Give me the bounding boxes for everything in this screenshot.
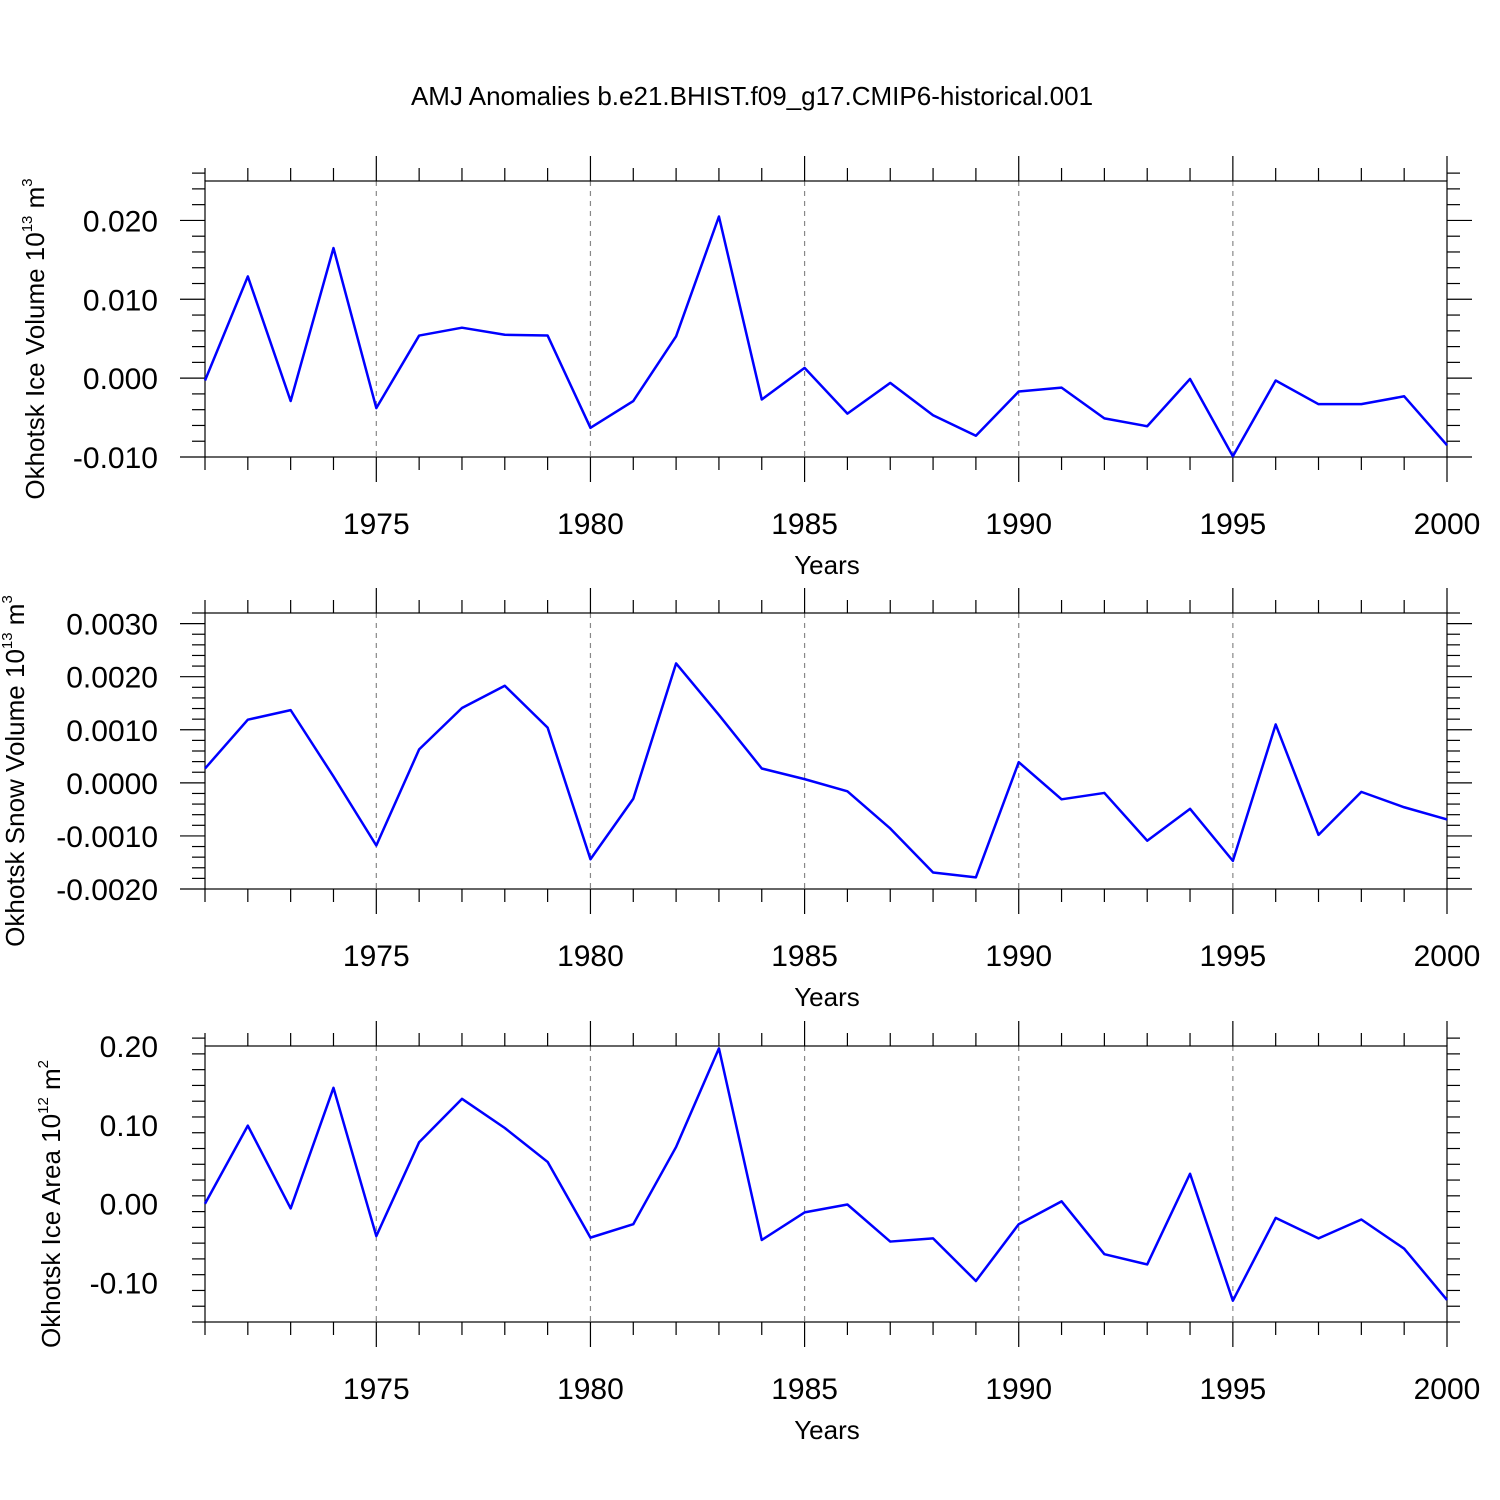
panel-1: -0.010 0.000 0.010 0.020 1975 1980 1985 1990 199… (19, 156, 1480, 580)
series-line (204, 662, 1448, 879)
y-tick-label: 0.00 (100, 1189, 158, 1222)
y-tick-label: 0.10 (100, 1110, 158, 1143)
panel-2: -0.0020 -0.0010 0.0000 0.0010 0.0020 0.0030 19… (0, 588, 1480, 1012)
panels: -0.010 0.000 0.010 0.020 1975 1980 1985 1990 199… (0, 156, 1480, 1445)
x-tick-label: 1980 (557, 940, 624, 973)
plot-frame (204, 180, 1448, 458)
series-line (203, 1047, 1448, 1302)
plot-frame (204, 1045, 1448, 1323)
y-axis-title: Okhotsk Ice Volume 1013 m3 (19, 178, 50, 499)
x-tick-label: 1995 (1199, 940, 1266, 973)
x-tick-label: 1985 (771, 940, 838, 973)
x-tick-label: 1990 (985, 1373, 1052, 1406)
x-tick-label: 1975 (343, 1373, 410, 1406)
y-tick-label: -0.0010 (56, 821, 158, 854)
y-tick-label: 0.010 (83, 284, 158, 317)
x-axis-title: Years (794, 1415, 860, 1445)
x-tick-label: 2000 (1414, 940, 1481, 973)
x-tick-label: 1985 (771, 1373, 838, 1406)
x-tick-label: 1995 (1199, 1373, 1266, 1406)
y-tick-label: 0.20 (100, 1031, 158, 1064)
y-tick-label: 0.0030 (66, 609, 158, 642)
y-axis-title: Okhotsk Ice Area 1012 m2 (35, 1060, 66, 1348)
y-tick-label: 0.0020 (66, 662, 158, 695)
x-tick-label: 1995 (1199, 508, 1266, 541)
x-tick-label: 1985 (771, 508, 838, 541)
x-tick-label: 1980 (557, 1373, 624, 1406)
x-tick-label: 2000 (1414, 508, 1481, 541)
y-tick-label: 0.0010 (66, 715, 158, 748)
panel-3: -0.10 0.00 0.10 0.20 1975 1980 1985 1990 1995 200… (35, 1021, 1480, 1445)
x-axis-title: Years (794, 982, 860, 1012)
y-tick-label: 0.020 (83, 205, 158, 238)
x-tick-label: 1980 (557, 508, 624, 541)
x-tick-label: 2000 (1414, 1373, 1481, 1406)
y-tick-label: 0.000 (83, 363, 158, 396)
x-tick-label: 1990 (985, 508, 1052, 541)
plot-frame (204, 612, 1448, 890)
y-tick-label: -0.010 (73, 442, 158, 475)
y-tick-label: -0.10 (90, 1268, 158, 1301)
y-tick-label: -0.0020 (56, 874, 158, 907)
x-axis-title: Years (794, 550, 860, 580)
chart-title: AMJ Anomalies b.e21.BHIST.f09_g17.CMIP6-… (411, 81, 1093, 111)
x-tick-label: 1975 (343, 940, 410, 973)
x-tick-label: 1990 (985, 940, 1052, 973)
series-line (203, 215, 1448, 458)
y-tick-label: 0.0000 (66, 768, 158, 801)
x-tick-label: 1975 (343, 508, 410, 541)
y-axis-title: Okhotsk Snow Volume 1013 m3 (0, 595, 30, 947)
